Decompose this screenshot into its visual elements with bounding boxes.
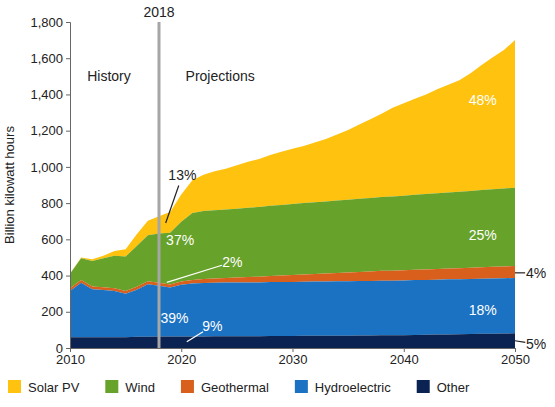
annotation: 9%: [202, 318, 222, 334]
y-tick: 1,600: [30, 51, 70, 66]
annotations: History Projections 13% 37% 2% 39% 9% 48% 25% 18%…: [87, 68, 546, 352]
plot-area: [70, 40, 515, 348]
chart: 20182010202020302040205002004006008001,0…: [0, 0, 555, 407]
y-axis-title: Billion kilowatt hours: [2, 126, 17, 244]
legend-item: Hydroelectric: [295, 380, 391, 395]
y-tick-label: 400: [41, 268, 63, 283]
legend-swatch: [8, 380, 21, 393]
x-tick: 2040: [390, 348, 419, 367]
annotation-leader: [515, 341, 525, 343]
y-tick-label: 200: [41, 304, 63, 319]
x-tick: 2030: [279, 348, 308, 367]
legend-label: Solar PV: [28, 380, 80, 395]
legend: Solar PV Wind Geothermal Hydroelectric Other: [8, 380, 470, 395]
annotation-leader: [166, 185, 179, 223]
y-tick-mark: [66, 58, 70, 59]
reference-line-label: 2018: [143, 4, 174, 20]
legend-swatch: [105, 380, 118, 393]
area-3: [70, 278, 515, 337]
annotation: 4%: [526, 265, 546, 281]
y-tick-mark: [66, 312, 70, 313]
y-tick-label: 0: [56, 341, 63, 356]
y-tick: 600: [41, 232, 70, 247]
annotation: 13%: [168, 167, 196, 183]
y-axis: 0 200 400 600 800 1,000 1,200 1,400 1,600 1,800: [30, 15, 70, 356]
annotation-leader: [167, 265, 222, 282]
y-tick-mark: [66, 348, 70, 349]
y-tick-mark: [66, 167, 70, 168]
legend-swatch: [181, 380, 194, 393]
annotation: 37%: [166, 232, 194, 248]
x-tick-label: 2040: [390, 352, 419, 367]
area-4: [70, 333, 515, 348]
y-tick-label: 1,400: [30, 87, 63, 102]
annotation: History: [87, 68, 131, 84]
legend-swatch: [295, 380, 308, 393]
y-tick-mark: [66, 94, 70, 95]
legend-label: Other: [437, 380, 470, 395]
legend-item: Other: [417, 380, 470, 395]
y-tick-label: 1,600: [30, 51, 63, 66]
y-axis-line: [66, 23, 71, 349]
x-axis: 20102020203020402050: [56, 348, 530, 367]
legend-label: Wind: [125, 380, 155, 395]
y-tick: 0: [56, 341, 70, 356]
x-tick-label: 2030: [279, 352, 308, 367]
annotation: 2%: [222, 254, 242, 270]
legend-label: Geothermal: [201, 380, 269, 395]
y-tick: 1,400: [30, 87, 70, 102]
x-tick: 2020: [167, 348, 196, 367]
y-tick: 800: [41, 196, 70, 211]
y-tick: 1,000: [30, 160, 70, 175]
y-tick-mark: [66, 203, 70, 204]
annotation-leader: [187, 332, 203, 342]
y-tick: 200: [41, 304, 70, 319]
y-tick-label: 1,000: [30, 160, 63, 175]
y-tick-mark: [66, 22, 70, 23]
annotation: 48%: [469, 92, 497, 108]
y-tick-label: 600: [41, 232, 63, 247]
x-tick-label: 2020: [167, 352, 196, 367]
y-tick-label: 1,200: [30, 123, 63, 138]
annotation-leader: [515, 272, 525, 273]
y-tick-mark: [66, 276, 70, 277]
y-tick: 400: [41, 268, 70, 283]
annotation: 25%: [469, 227, 497, 243]
y-tick: 1,800: [30, 15, 70, 30]
reference-line: [158, 22, 161, 348]
y-tick-mark: [66, 131, 70, 132]
legend-label: Hydroelectric: [315, 380, 391, 395]
annotation: Projections: [186, 68, 255, 84]
legend-item: Geothermal: [181, 380, 269, 395]
y-tick-mark: [66, 239, 70, 240]
annotation: 18%: [469, 302, 497, 318]
annotation: 5%: [526, 336, 546, 352]
x-tick-label: 2050: [501, 352, 530, 367]
legend-item: Solar PV: [8, 380, 80, 395]
y-tick-label: 1,800: [30, 15, 63, 30]
y-tick-label: 800: [41, 196, 63, 211]
legend-swatch: [417, 380, 430, 393]
annotation: 39%: [161, 310, 189, 326]
y-tick: 1,200: [30, 123, 70, 138]
legend-item: Wind: [105, 380, 155, 395]
